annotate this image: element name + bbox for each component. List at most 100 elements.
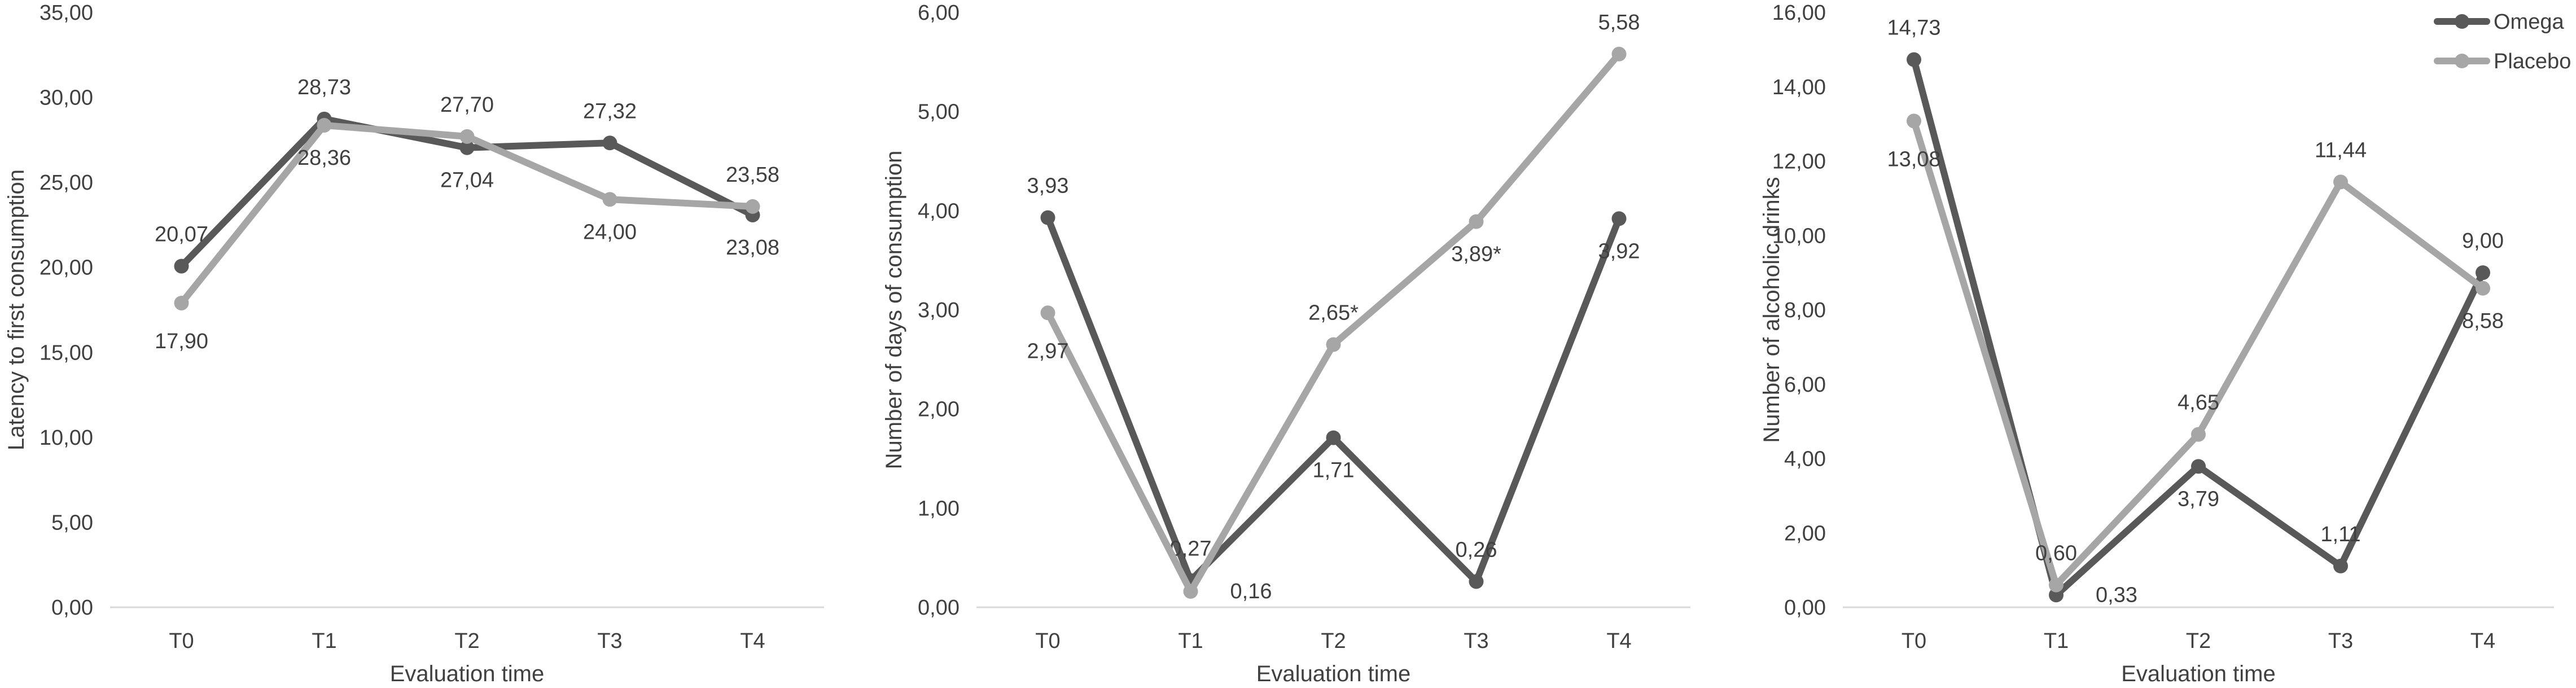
series-line-omega	[1044, 214, 1623, 585]
legend-marker-omega	[2455, 14, 2469, 29]
data-label-placebo: 11,44	[2315, 138, 2367, 162]
data-point-placebo	[1326, 337, 1341, 352]
legend-label-placebo: Placebo	[2494, 50, 2571, 73]
x-tick-label: T3	[597, 629, 622, 653]
chart-days-of-consumption: 0,00 1,00 2,00 3,00 4,00 5,00 6,00 T0 T1 T2 T3 T4 Ev…	[882, 1, 1690, 686]
data-label-omega: 14,73	[1887, 16, 1940, 40]
data-point-omega	[2476, 265, 2490, 281]
data-label-omega: 1,71	[1313, 459, 1355, 483]
legend: Omega Placebo	[2434, 10, 2571, 73]
data-label-placebo: 23,58	[726, 163, 779, 187]
legend-marker-placebo	[2455, 54, 2469, 68]
data-point-placebo	[1611, 46, 1627, 62]
data-label-placebo: 2,65*	[1308, 301, 1359, 325]
data-label-omega: 28,73	[297, 76, 351, 99]
data-point-omega	[1469, 574, 1484, 589]
data-label-placebo: 0,60	[2035, 541, 2077, 565]
legend-label-omega: Omega	[2494, 10, 2564, 34]
y-tick-label: 0,00	[918, 596, 960, 620]
x-axis-title: Evaluation time	[390, 661, 544, 686]
x-tick-label: T4	[2470, 629, 2495, 653]
y-tick-label: 1,00	[918, 497, 960, 520]
data-label-omega: 0,26	[1456, 538, 1497, 562]
y-tick-label: 12,00	[1772, 150, 1826, 174]
y-tick-label: 15,00	[40, 341, 93, 365]
x-tick-label: T1	[312, 629, 336, 653]
data-point-omega	[174, 258, 189, 274]
data-label-omega: 3,92	[1598, 239, 1640, 263]
chart-alcoholic-drinks: 0,00 2,00 4,00 6,00 8,00 10,00 12,00 14,00 16,00…	[1759, 1, 2554, 686]
y-axis-title: Number of days of consumption	[882, 151, 906, 470]
y-tick-label: 25,00	[40, 171, 93, 195]
x-axis-title: Evaluation time	[1256, 661, 1410, 686]
y-tick-label: 14,00	[1772, 76, 1826, 99]
y-tick-label: 5,00	[51, 511, 93, 534]
data-point-placebo	[1040, 305, 1055, 321]
data-point-placebo	[1183, 584, 1198, 599]
x-tick-label: T2	[1321, 629, 1346, 653]
y-tick-label: 10,00	[1772, 224, 1826, 248]
data-point-placebo	[459, 129, 475, 144]
x-tick-label: T1	[2044, 629, 2069, 653]
data-point-placebo	[1469, 214, 1484, 229]
x-tick-label: T2	[2186, 629, 2211, 653]
y-tick-label: 5,00	[918, 100, 960, 124]
data-label-placebo: 27,70	[440, 93, 494, 117]
data-point-omega	[1326, 430, 1341, 445]
data-label-placebo: 0,16	[1230, 580, 1272, 603]
x-tick-label: T0	[1902, 629, 1926, 653]
data-point-omega	[2333, 558, 2348, 573]
data-label-placebo: 2,97	[1027, 339, 1069, 363]
data-label-omega: 3,79	[2178, 487, 2219, 511]
y-axis-title: Latency to first consumption	[4, 169, 29, 450]
y-tick-label: 35,00	[40, 1, 93, 25]
y-axis-title: Number of alcoholic drinks	[1759, 177, 1784, 442]
y-tick-label: 4,00	[918, 199, 960, 223]
y-tick-label: 2,00	[918, 398, 960, 422]
data-point-omega	[459, 140, 475, 155]
y-tick-label: 3,00	[918, 299, 960, 322]
data-label-placebo: 8,58	[2462, 309, 2504, 333]
data-label-placebo: 28,36	[297, 146, 351, 170]
data-point-placebo	[174, 295, 189, 310]
data-label-omega: 9,00	[2462, 229, 2504, 253]
data-label-omega: 27,32	[583, 99, 637, 123]
y-tick-label: 2,00	[1784, 522, 1826, 545]
y-tick-label: 0,00	[51, 596, 93, 620]
x-tick-label: T0	[169, 629, 194, 653]
data-label-omega: 20,07	[155, 223, 208, 247]
x-tick-label: T2	[454, 629, 479, 653]
data-label-placebo: 13,08	[1887, 147, 1940, 171]
data-label-placebo: 4,65	[2178, 391, 2219, 415]
x-tick-label: T3	[2328, 629, 2353, 653]
data-point-placebo	[1907, 113, 1921, 129]
y-tick-label: 8,00	[1784, 299, 1826, 322]
y-tick-label: 4,00	[1784, 448, 1826, 471]
y-tick-label: 20,00	[40, 256, 93, 280]
y-tick-label: 6,00	[1784, 373, 1826, 397]
data-point-placebo	[602, 192, 617, 207]
x-axis-title: Evaluation time	[2121, 661, 2275, 686]
data-point-omega	[1040, 210, 1055, 225]
data-label-omega: 27,04	[440, 169, 494, 192]
data-label-placebo: 17,90	[155, 330, 208, 353]
data-label-placebo: 3,89*	[1451, 243, 1501, 266]
data-point-omega	[602, 135, 617, 151]
y-tick-label: 0,00	[1784, 596, 1826, 620]
data-point-placebo	[317, 117, 332, 133]
data-point-omega	[1907, 52, 1921, 67]
y-tick-label: 16,00	[1772, 1, 1826, 25]
data-point-placebo	[2333, 174, 2348, 190]
data-point-omega	[2049, 588, 2064, 603]
x-tick-label: T0	[1035, 629, 1060, 653]
data-label-omega: 0,27	[1170, 537, 1212, 561]
data-point-placebo	[2049, 577, 2064, 593]
data-point-omega	[1611, 211, 1627, 226]
series-line-placebo	[1911, 117, 2486, 589]
data-point-placebo	[745, 199, 760, 214]
chart-latency: 0,00 5,00 10,00 15,00 20,00 25,00 30,00 35,00 T0…	[4, 1, 824, 686]
y-tick-label: 10,00	[40, 426, 93, 450]
data-point-placebo	[2191, 427, 2206, 442]
data-label-omega: 23,08	[726, 236, 779, 260]
data-point-placebo	[2476, 281, 2490, 296]
